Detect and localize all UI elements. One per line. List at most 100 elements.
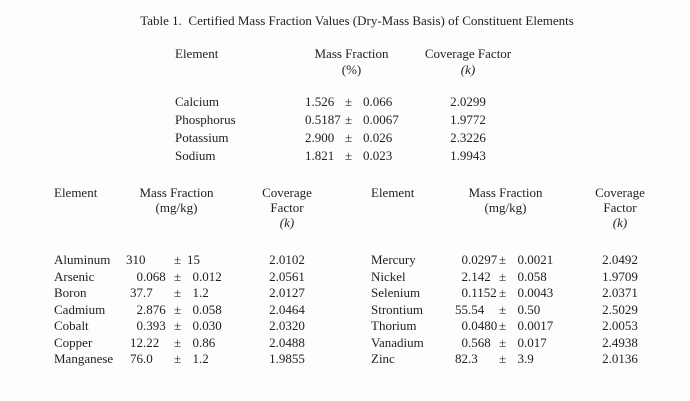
coverage-factor-header-label: Coverage Factor (424, 46, 512, 61)
element-cell: Copper (54, 334, 93, 350)
coverage-factor-header-line1: Coverage (262, 185, 312, 200)
mgkg-right-header: Element Mass Fraction (mg/kg) Coverage F… (371, 185, 680, 230)
mgkg-left-rows: Aluminum 310 ± 15 2.0102 Arsenic 0.068 ±… (54, 252, 347, 368)
table-row: Nickel 2.142 ± 0.058 1.9709 (371, 269, 680, 286)
plus-minus: ± (499, 301, 507, 317)
coverage-factor-cell: 2.0464 (269, 301, 305, 317)
mgkg-table-right: Element Mass Fraction (mg/kg) Coverage F… (371, 185, 680, 368)
plus-minus: ± (499, 252, 507, 267)
element-cell: Selenium (371, 285, 421, 300)
value-cell: 82.3 (455, 351, 478, 366)
uncertainty-cell: 0.86 (192, 334, 216, 350)
table-row: Aluminum 310 ± 15 2.0102 (54, 252, 347, 269)
plus-minus: ± (174, 301, 182, 317)
percent-table-header: Element Mass Fraction (%) Coverage Facto… (175, 46, 538, 78)
uncertainty-cell: 0.030 (192, 318, 222, 333)
coverage-factor-cell: 2.0053 (602, 318, 638, 333)
coverage-factor-cell: 2.0136 (602, 351, 638, 366)
uncertainty-cell: 0.50 (517, 301, 541, 317)
uncertainty-cell: 0.058 (192, 301, 222, 317)
coverage-factor-cell: 1.9855 (269, 351, 305, 366)
uncertainty-cell: 0.0021 (517, 252, 554, 267)
mass-fraction-header-label: Mass Fraction (468, 185, 543, 200)
plus-minus: ± (499, 334, 507, 350)
table-row: Cadmium 2.876 ± 0.058 2.0464 (54, 302, 347, 319)
plus-minus: ± (345, 130, 353, 145)
value-cell: 12.22 (130, 334, 160, 350)
table-row: Manganese 76.0 ± 1.2 1.9855 (54, 351, 347, 368)
uncertainty-cell: 3.9 (517, 351, 534, 366)
coverage-factor-cell: 2.0488 (269, 334, 305, 350)
element-cell: Vanadium (371, 334, 424, 350)
element-cell: Zinc (371, 351, 395, 366)
element-column-header: Element (371, 185, 415, 200)
plus-minus: ± (174, 351, 182, 366)
coverage-factor-cell: 1.9943 (450, 148, 486, 163)
plus-minus: ± (174, 318, 182, 333)
mgkg-right-rows: Mercury 0.0297 ± 0.0021 2.0492 Nickel 2.… (371, 252, 680, 368)
element-column-header: Element (175, 46, 219, 61)
coverage-factor-unit: (k) (279, 215, 295, 230)
coverage-factor-cell: 2.0320 (269, 318, 305, 333)
mass-fraction-unit: (%) (341, 62, 362, 77)
coverage-factor-column-header: Coverage Factor (k) (560, 185, 680, 230)
plus-minus: ± (174, 252, 182, 267)
plus-minus: ± (174, 334, 182, 350)
uncertainty-cell: 0.066 (363, 94, 393, 109)
percent-table: Element Mass Fraction (%) Coverage Facto… (175, 46, 538, 165)
coverage-factor-cell: 2.0299 (450, 94, 486, 109)
element-cell: Calcium (175, 94, 220, 109)
mgkg-left-header: Element Mass Fraction (mg/kg) Coverage F… (54, 185, 347, 230)
table-row: Cobalt 0.393 ± 0.030 2.0320 (54, 318, 347, 335)
table-row: Strontium 55.54 ± 0.50 2.5029 (371, 302, 680, 319)
coverage-factor-column-header: Coverage Factor (k) (227, 185, 347, 230)
plus-minus: ± (499, 285, 507, 300)
value-cell: 0.1152 (461, 285, 497, 300)
mass-fraction-unit: (mg/kg) (155, 200, 198, 215)
element-cell: Strontium (371, 301, 424, 317)
mgkg-table-left: Element Mass Fraction (mg/kg) Coverage F… (54, 185, 347, 368)
element-cell: Cadmium (54, 301, 106, 317)
plus-minus: ± (499, 351, 507, 366)
uncertainty-cell: 1.2 (192, 351, 209, 366)
coverage-factor-cell: 2.0371 (602, 285, 638, 300)
table-row: Arsenic 0.068 ± 0.012 2.0561 (54, 269, 347, 286)
value-cell: 37.7 (130, 285, 153, 300)
value-cell: 310 (126, 252, 146, 267)
uncertainty-cell: 0.058 (517, 268, 547, 284)
uncertainty-cell: 0.017 (517, 334, 547, 350)
value-cell: 0.393 (136, 318, 166, 333)
element-cell: Manganese (54, 351, 114, 366)
value-cell: 1.821 (305, 148, 335, 163)
element-cell: Boron (54, 285, 87, 300)
element-cell: Potassium (175, 130, 229, 145)
table-row: Sodium 1.821 ± 0.023 1.9943 (175, 147, 538, 165)
element-cell: Thorium (371, 318, 417, 333)
mass-fraction-column-header: Mass Fraction (mg/kg) (451, 185, 560, 230)
element-cell: Cobalt (54, 318, 89, 333)
table-row: Zinc 82.3 ± 3.9 2.0136 (371, 351, 680, 368)
coverage-factor-cell: 2.0492 (602, 252, 638, 267)
uncertainty-cell: 0.0067 (363, 112, 399, 127)
plus-minus: ± (345, 94, 353, 109)
plus-minus: ± (499, 318, 507, 333)
uncertainty-cell: 15 (187, 252, 200, 267)
table-title: Table 1. Certified Mass Fraction Values … (140, 13, 574, 28)
uncertainty-cell: 0.026 (363, 130, 393, 145)
mass-fraction-column-header: Mass Fraction (%) (305, 46, 398, 78)
value-cell: 2.142 (461, 268, 491, 284)
plus-minus: ± (345, 148, 353, 163)
mass-fraction-header-label: Mass Fraction (139, 185, 214, 200)
coverage-factor-unit: (k) (612, 215, 628, 230)
table-row: Calcium 1.526 ± 0.066 2.0299 (175, 93, 538, 111)
value-cell: 76.0 (130, 351, 153, 366)
uncertainty-cell: 0.0043 (517, 285, 554, 300)
coverage-factor-header-line1: Coverage (595, 185, 645, 200)
coverage-factor-cell: 2.4938 (602, 334, 638, 350)
value-cell: 0.568 (461, 334, 491, 350)
value-cell: 55.54 (455, 301, 485, 317)
element-cell: Arsenic (54, 268, 95, 284)
value-cell: 0.0480 (461, 318, 498, 333)
uncertainty-cell: 0.023 (363, 148, 393, 163)
